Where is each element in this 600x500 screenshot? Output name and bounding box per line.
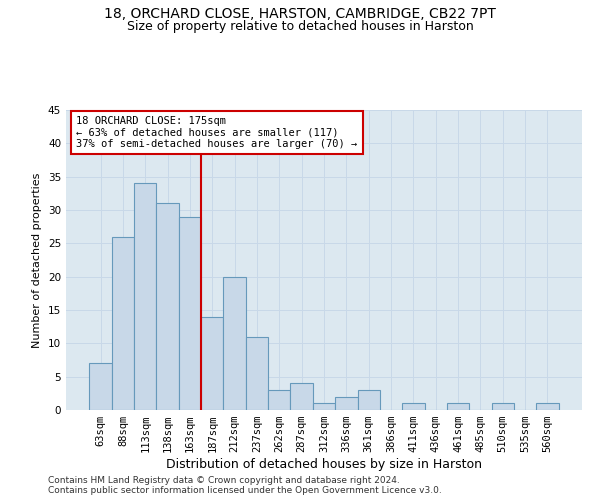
Bar bbox=[89, 364, 112, 410]
Text: Contains HM Land Registry data © Crown copyright and database right 2024.: Contains HM Land Registry data © Crown c… bbox=[48, 476, 400, 485]
Text: 18 ORCHARD CLOSE: 175sqm
← 63% of detached houses are smaller (117)
37% of semi-: 18 ORCHARD CLOSE: 175sqm ← 63% of detach… bbox=[76, 116, 358, 149]
Bar bbox=[402, 404, 425, 410]
Bar bbox=[313, 404, 335, 410]
Bar bbox=[179, 216, 201, 410]
Bar bbox=[246, 336, 268, 410]
Bar bbox=[447, 404, 469, 410]
X-axis label: Distribution of detached houses by size in Harston: Distribution of detached houses by size … bbox=[166, 458, 482, 471]
Y-axis label: Number of detached properties: Number of detached properties bbox=[32, 172, 43, 348]
Bar bbox=[112, 236, 134, 410]
Bar bbox=[290, 384, 313, 410]
Text: 18, ORCHARD CLOSE, HARSTON, CAMBRIDGE, CB22 7PT: 18, ORCHARD CLOSE, HARSTON, CAMBRIDGE, C… bbox=[104, 8, 496, 22]
Bar bbox=[335, 396, 358, 410]
Bar bbox=[157, 204, 179, 410]
Bar bbox=[134, 184, 157, 410]
Bar bbox=[358, 390, 380, 410]
Bar bbox=[201, 316, 223, 410]
Text: Size of property relative to detached houses in Harston: Size of property relative to detached ho… bbox=[127, 20, 473, 33]
Text: Contains public sector information licensed under the Open Government Licence v3: Contains public sector information licen… bbox=[48, 486, 442, 495]
Bar bbox=[491, 404, 514, 410]
Bar bbox=[223, 276, 246, 410]
Bar bbox=[268, 390, 290, 410]
Bar bbox=[536, 404, 559, 410]
